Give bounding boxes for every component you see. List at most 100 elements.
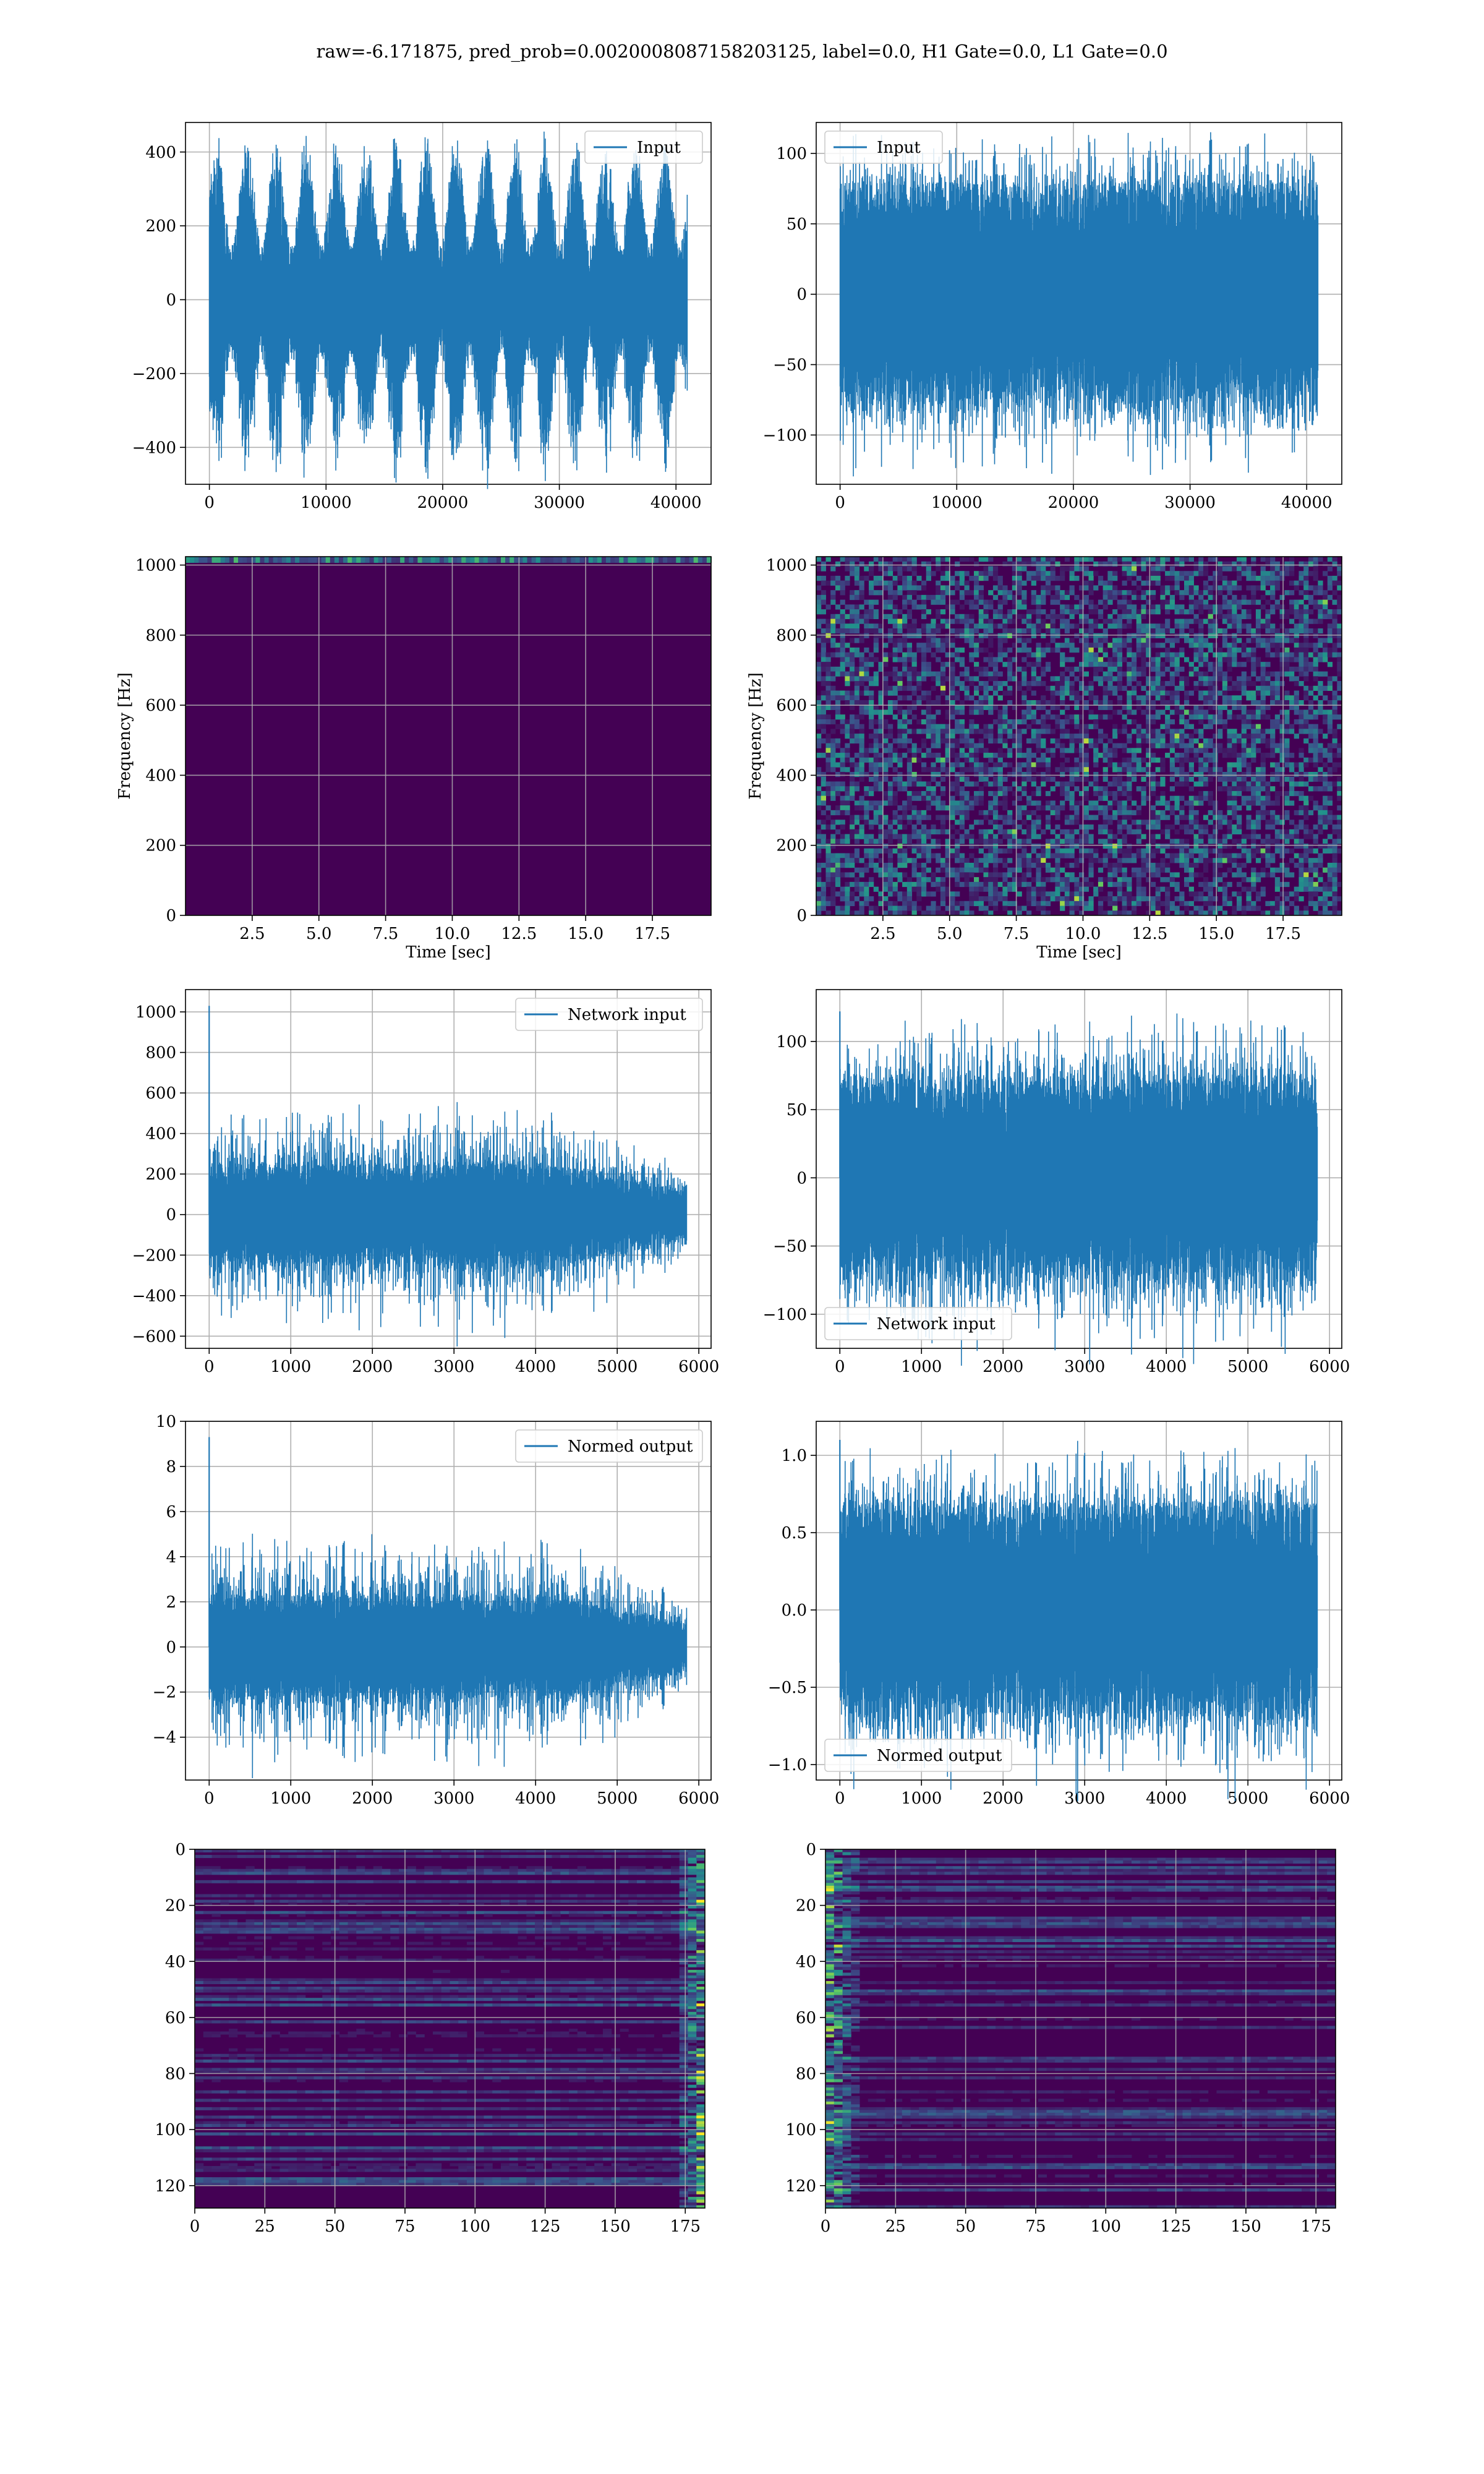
heatmap-cell xyxy=(864,757,869,763)
heatmap-cell xyxy=(1045,767,1051,773)
heatmap-cell xyxy=(1160,815,1166,820)
heatmap-cell xyxy=(926,748,931,753)
heatmap-cell xyxy=(1083,657,1089,662)
heatmap-cell xyxy=(1193,643,1199,648)
heatmap-cell xyxy=(945,676,950,682)
heatmap-cell xyxy=(1203,561,1209,567)
heatmap-cell xyxy=(1294,853,1299,858)
heatmap-cell xyxy=(1308,834,1314,839)
heatmap-cell xyxy=(1265,786,1271,792)
heatmap-cell xyxy=(892,753,898,758)
heatmap-cell xyxy=(1165,652,1171,657)
heatmap-cell xyxy=(1036,571,1041,576)
heatmap-cell xyxy=(1208,738,1213,744)
heatmap-cell xyxy=(1017,858,1022,863)
heatmap-cell xyxy=(1237,695,1242,701)
heatmap-cell xyxy=(1036,604,1041,610)
heatmap-cell xyxy=(911,815,917,820)
heatmap-cell xyxy=(1179,810,1185,816)
heatmap-cell xyxy=(1007,820,1013,825)
heatmap-cell xyxy=(1327,729,1333,734)
heatmap-cell xyxy=(816,853,822,858)
heatmap-cell xyxy=(1318,604,1323,610)
heatmap-cell xyxy=(1298,762,1304,768)
heatmap-cell xyxy=(1002,719,1008,725)
heatmap-cell xyxy=(1160,844,1166,849)
heatmap-cell xyxy=(1127,662,1132,667)
heatmap-cell xyxy=(936,638,941,643)
heatmap-cell xyxy=(978,795,984,801)
heatmap-cell xyxy=(988,810,994,816)
heatmap-cell xyxy=(1074,676,1080,682)
heatmap-cell xyxy=(1064,557,1070,562)
heatmap-cell xyxy=(1150,867,1156,873)
heatmap-cell xyxy=(950,628,955,634)
heatmap-cell xyxy=(1021,657,1027,662)
heatmap-cell xyxy=(1069,695,1075,701)
heatmap-cell xyxy=(1026,681,1032,687)
heatmap-cell xyxy=(1279,700,1285,706)
heatmap-cell xyxy=(1284,561,1290,567)
heatmap-cell xyxy=(1064,767,1070,773)
heatmap-cell xyxy=(1327,580,1333,586)
heatmap-cell xyxy=(1303,858,1309,863)
heatmap-cell xyxy=(825,695,831,701)
heatmap-cell xyxy=(1083,848,1089,854)
heatmap-cell xyxy=(854,647,860,653)
heatmap-cell xyxy=(1050,585,1055,591)
heatmap-cell xyxy=(997,762,1003,768)
heatmap-cell xyxy=(983,877,989,883)
heatmap-cell xyxy=(821,709,826,715)
heatmap-cell xyxy=(1146,824,1151,830)
heatmap-cell xyxy=(864,815,869,820)
heatmap-cell xyxy=(1012,724,1018,729)
heatmap-cell xyxy=(969,767,974,773)
heatmap-cell xyxy=(1313,824,1318,830)
heatmap-cell xyxy=(1294,681,1299,687)
heatmap-cell xyxy=(1217,853,1223,858)
heatmap-cell xyxy=(945,848,950,854)
heatmap-cell xyxy=(959,753,965,758)
y-tick-label: −200 xyxy=(132,365,176,383)
heatmap-cell xyxy=(1083,795,1089,801)
heatmap-cell xyxy=(672,557,677,563)
heatmap-cell xyxy=(911,690,917,696)
heatmap-cell xyxy=(1213,666,1218,672)
heatmap-cell xyxy=(825,657,831,662)
heatmap-cell xyxy=(1146,753,1151,758)
heatmap-cell xyxy=(1165,599,1171,605)
heatmap-cell xyxy=(693,557,699,563)
heatmap-cell xyxy=(1217,614,1223,620)
heatmap-cell xyxy=(1337,724,1342,729)
heatmap-cell xyxy=(1184,800,1190,806)
heatmap-cell xyxy=(1308,848,1314,854)
heatmap-cell xyxy=(835,853,841,858)
heatmap-cell xyxy=(897,628,903,634)
heatmap-cell xyxy=(988,571,994,576)
heatmap-cell xyxy=(1246,647,1252,653)
heatmap-cell xyxy=(1313,566,1318,571)
heatmap-cell xyxy=(931,786,936,792)
heatmap-cell xyxy=(940,676,946,682)
heatmap-cell xyxy=(845,623,850,629)
heatmap-cell xyxy=(1031,844,1036,849)
heatmap-cell xyxy=(988,599,994,605)
heatmap-cell xyxy=(1112,575,1118,581)
heatmap-cell xyxy=(978,671,984,677)
heatmap-cell xyxy=(897,695,903,701)
heatmap-cell xyxy=(1093,676,1099,682)
heatmap-cell xyxy=(1031,790,1036,797)
heatmap-cell xyxy=(978,709,984,715)
heatmap-cell xyxy=(1298,862,1304,868)
heatmap-cell xyxy=(1031,671,1036,677)
heatmap-cell xyxy=(835,862,841,868)
heatmap-cell xyxy=(1026,561,1032,567)
heatmap-cell xyxy=(887,604,893,610)
heatmap-cell xyxy=(1203,657,1209,662)
heatmap-cell xyxy=(1055,877,1060,883)
heatmap-cell xyxy=(1007,839,1013,844)
heatmap-cell xyxy=(1026,571,1032,576)
heatmap-cell xyxy=(1203,858,1209,863)
heatmap-cell xyxy=(483,557,488,563)
heatmap-cell xyxy=(1069,719,1075,725)
